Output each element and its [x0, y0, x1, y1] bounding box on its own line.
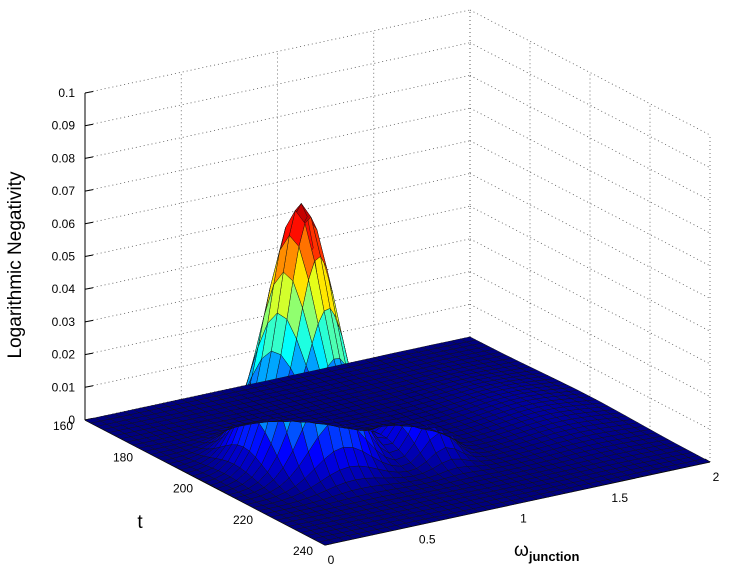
surface-mesh	[84, 203, 711, 546]
z-tick-label: 0.03	[52, 315, 76, 329]
z-tick-mark	[84, 221, 94, 225]
z-tick-mark	[84, 385, 94, 388]
surface-facet	[84, 417, 101, 424]
z-tick-mark	[84, 91, 94, 94]
y-tick-label: 220	[233, 513, 253, 527]
back-wall-grid-line	[84, 75, 471, 159]
z-tick-label: 0.05	[52, 250, 76, 264]
back-wall-grid-line	[84, 173, 471, 257]
y-tick-label: 200	[173, 482, 193, 496]
y-tick-label: 180	[113, 450, 133, 464]
side-wall-grid-line	[469, 9, 711, 136]
z-tick-label: 0.1	[58, 86, 75, 100]
y-tick-label: 240	[293, 544, 313, 558]
z-tick-label: 0.08	[52, 151, 76, 165]
z-axis-label: Logarithmic Negativity	[5, 171, 26, 358]
y-axis-label: t	[137, 512, 143, 533]
side-wall-grid-line	[469, 205, 711, 332]
z-tick-mark	[84, 319, 94, 323]
z-tick-mark	[84, 287, 94, 290]
z-tick-label: 0.01	[52, 380, 76, 394]
x-axis-label-main: ω	[514, 540, 529, 561]
x-axis-label-subscript: junction	[528, 549, 580, 564]
z-tick-mark	[84, 189, 94, 192]
back-wall-grid-line	[84, 9, 471, 94]
x-axis-label: ωjunction	[514, 540, 579, 564]
back-wall-grid-line	[84, 42, 471, 127]
tick-labels: 0 0.01 0.02 0.03 0.04 0.05 0.06 0.07 0.08 0.09 0.1…	[52, 86, 720, 566]
z-tick-mark	[84, 123, 94, 127]
x-tick-label: 2	[713, 470, 720, 484]
x-tick-label: 1.5	[611, 491, 628, 505]
side-wall-grid-line	[469, 238, 711, 365]
x-tick-label: 1	[520, 512, 527, 526]
z-tick-label: 0	[68, 413, 75, 427]
z-tick-mark	[84, 254, 94, 257]
z-tick-label: 0.04	[52, 282, 76, 296]
back-wall-grid-line	[84, 107, 471, 192]
z-tick-mark	[84, 352, 94, 356]
z-tick-mark	[84, 156, 94, 159]
x-tick-label: 0.5	[419, 532, 436, 546]
z-tick-label: 0.07	[52, 184, 76, 198]
x-tick-label: 0	[328, 553, 335, 566]
side-wall-grid-line	[469, 173, 711, 299]
z-tick-label: 0.02	[52, 348, 76, 362]
back-wall-grid-line	[84, 205, 471, 290]
side-wall-grid-line	[469, 42, 711, 169]
y-tick-label: 160	[53, 419, 73, 433]
z-tick-label: 0.09	[52, 119, 76, 133]
side-wall-grid-line	[469, 75, 711, 201]
z-tick-label: 0.06	[52, 217, 76, 231]
back-wall-grid-line	[84, 140, 471, 225]
